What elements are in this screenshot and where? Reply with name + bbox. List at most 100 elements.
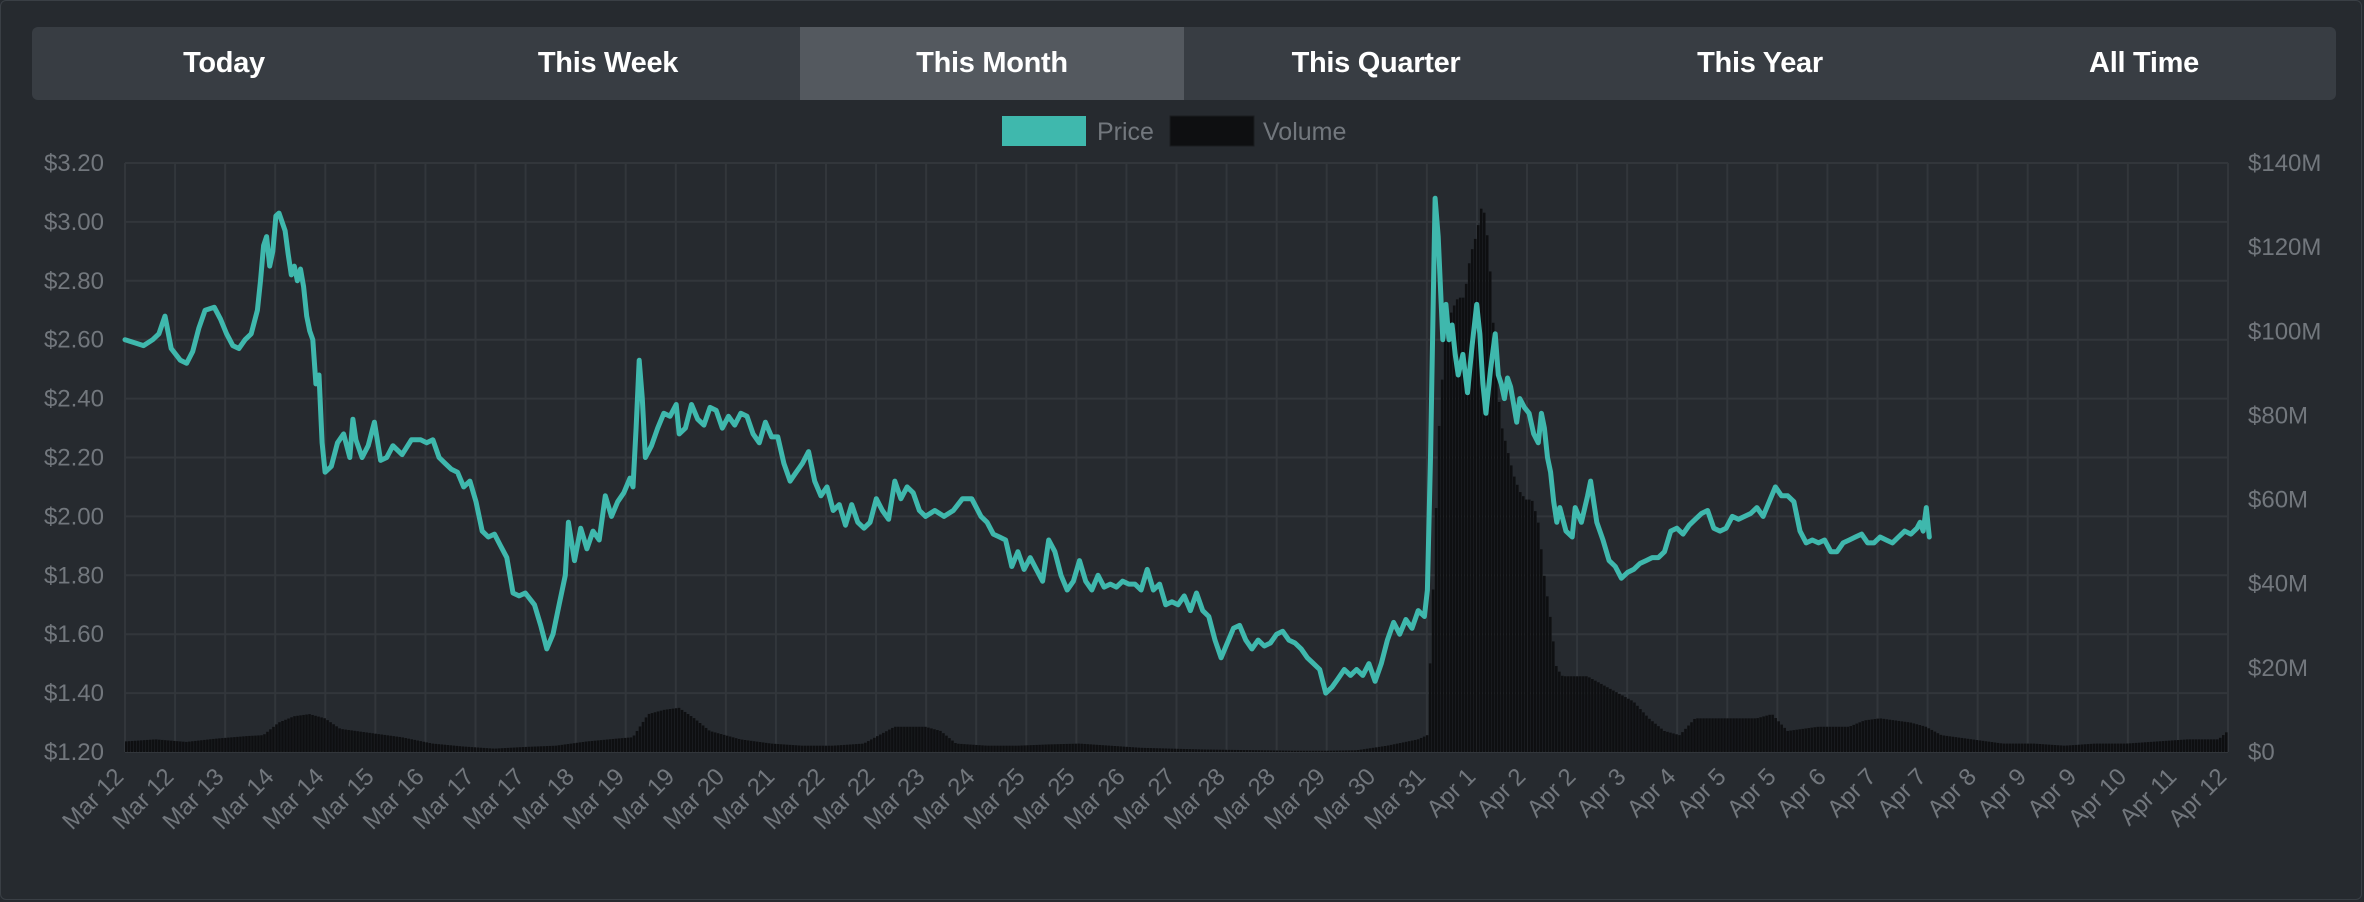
tab-this-week[interactable]: This Week [537, 47, 679, 79]
volume-bar [410, 739, 413, 752]
volume-bar [933, 729, 936, 752]
volume-bar [1825, 726, 1828, 752]
tab-this-year[interactable]: This Year [1697, 47, 1823, 79]
tab-today[interactable]: Today [183, 47, 265, 79]
volume-bar [311, 714, 314, 752]
volume-bar [2077, 744, 2081, 752]
volume-bar [137, 740, 140, 752]
volume-bar [1044, 744, 1047, 752]
volume-bar [1639, 709, 1642, 752]
volume-bar [1464, 283, 1468, 752]
volume-bar [1239, 750, 1243, 752]
volume-bar [1278, 750, 1282, 752]
volume-bar [1597, 682, 1600, 752]
volume-bar [710, 731, 714, 752]
volume-bar [1056, 744, 1059, 752]
volume-bar [287, 718, 290, 752]
volume-bar [1813, 727, 1816, 752]
volume-bar [1095, 744, 1098, 752]
volume-bar [677, 707, 681, 752]
volume-bar [2119, 743, 2123, 752]
tab-this-quarter[interactable]: This Quarter [1291, 47, 1461, 79]
volume-bar [972, 744, 975, 752]
volume-bar [353, 730, 356, 752]
volume-bar [617, 738, 621, 752]
volume-bar [182, 741, 185, 752]
volume-bar [569, 743, 573, 752]
volume-bar [1660, 728, 1663, 752]
volume-bar [1362, 749, 1366, 752]
volume-bar [1014, 745, 1017, 752]
volume-bar [1029, 745, 1032, 752]
volume-bar [269, 729, 272, 752]
volume-bar [2002, 743, 2006, 752]
tab-this-month[interactable]: This Month [800, 27, 1184, 100]
volume-tick-label: $20M [2248, 655, 2308, 682]
volume-bar [1834, 726, 1837, 752]
volume-bar [395, 736, 398, 752]
volume-bar [233, 737, 236, 752]
volume-bar [626, 737, 630, 752]
price-tick-label: $1.40 [44, 680, 104, 707]
volume-bar [215, 738, 218, 752]
volume-bar [2200, 739, 2204, 752]
volume-bar [1948, 736, 1952, 752]
time-range-tabs: Today This Week This Month This Quarter … [32, 27, 2336, 100]
legend-volume-swatch[interactable] [1169, 115, 1255, 147]
volume-bar [293, 716, 296, 752]
volume-bar [1795, 729, 1798, 752]
volume-bar [539, 746, 543, 752]
volume-bar [647, 713, 651, 752]
volume-bar [1116, 746, 1119, 752]
volume-bar [1927, 728, 1931, 752]
volume-bar [1437, 425, 1441, 752]
volume-bar [350, 730, 353, 752]
volume-bar [1275, 750, 1279, 752]
date-tick-label: Apr 12 [2163, 763, 2232, 832]
volume-bar [725, 735, 729, 752]
volume-bar [242, 736, 245, 752]
volume-bar [2005, 743, 2009, 752]
volume-bar [1858, 722, 1862, 752]
volume-bar [809, 745, 813, 752]
volume-bar [656, 711, 660, 752]
volume-bar [443, 744, 447, 752]
volume-bar [1380, 746, 1384, 752]
volume-bar [1624, 697, 1627, 752]
legend-price-label[interactable]: Price [1097, 118, 1154, 146]
volume-bar [1705, 718, 1708, 752]
volume-bar [1729, 718, 1732, 752]
volume-bar [1720, 718, 1723, 752]
volume-bar [776, 744, 780, 752]
volume-bar [332, 724, 335, 752]
volume-bar [1134, 747, 1137, 752]
date-tick-label: Apr 8 [1922, 763, 1982, 823]
volume-bar [614, 738, 618, 752]
volume-bar [1687, 725, 1690, 752]
volume-bar [755, 741, 759, 752]
volume-bar [1050, 744, 1053, 752]
tab-all-time[interactable]: All Time [2089, 47, 2199, 79]
volume-bar [945, 735, 948, 752]
volume-bar [611, 738, 615, 752]
volume-bar [791, 745, 795, 752]
volume-bar [1521, 496, 1525, 752]
volume-bar [1089, 744, 1092, 752]
volume-bar [506, 747, 510, 752]
volume-bar [824, 745, 828, 752]
volume-bar [1023, 745, 1026, 752]
date-tick-label: Apr 3 [1572, 763, 1632, 823]
volume-bar [2080, 744, 2084, 752]
volume-bar [1158, 748, 1162, 752]
legend-volume-label[interactable]: Volume [1263, 118, 1346, 146]
volume-bar [695, 720, 699, 752]
volume-bar [1996, 742, 2000, 752]
volume-bar [1912, 723, 1916, 752]
volume-bar [1416, 739, 1420, 752]
volume-bar [749, 740, 753, 752]
volume-bar [347, 729, 350, 752]
volume-bar [2155, 741, 2159, 752]
legend-price-swatch[interactable] [1002, 116, 1086, 146]
volume-bar [638, 726, 642, 752]
volume-bar [996, 745, 999, 752]
